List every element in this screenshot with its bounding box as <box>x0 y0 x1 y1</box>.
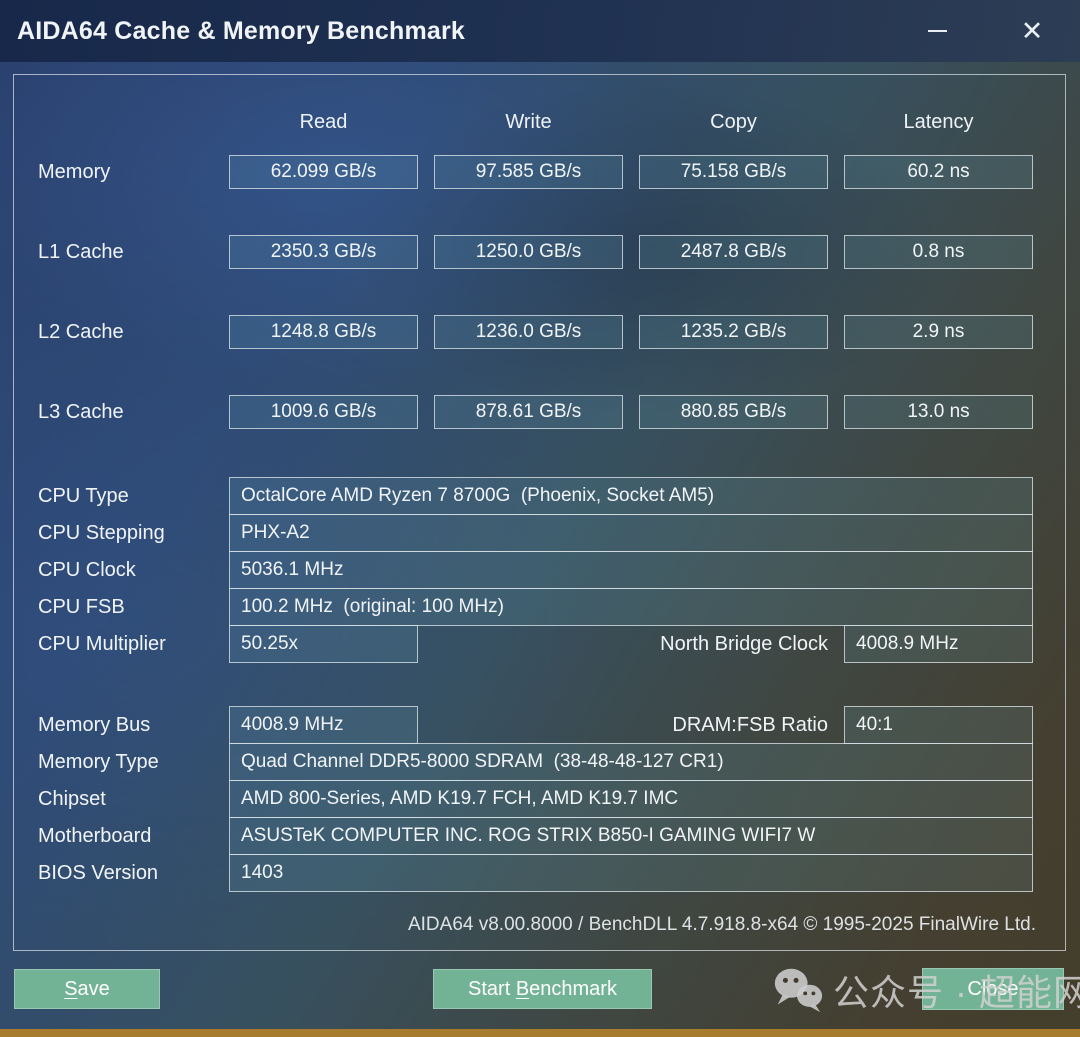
cpu-fsb-field: 100.2 MHz (original: 100 MHz) <box>229 588 1033 626</box>
close-icon: ✕ <box>1020 15 1044 46</box>
cpu-fsb-value: 100.2 MHz (original: 100 MHz) <box>241 596 504 617</box>
north-bridge-clock-field: 4008.9 MHz <box>844 625 1033 663</box>
memory-write-box: 97.585 GB/s <box>434 155 623 189</box>
cpu-multiplier-value: 50.25x <box>241 633 299 654</box>
l2-read-box: 1248.8 GB/s <box>229 315 418 349</box>
l2-latency-value: 2.9 ns <box>912 321 965 342</box>
dram-fsb-ratio-value: 40:1 <box>856 714 893 735</box>
memory-type-label: Memory Type <box>38 750 159 773</box>
l1-read-box: 2350.3 GB/s <box>229 235 418 269</box>
memory-write-value: 97.585 GB/s <box>475 161 582 182</box>
cpu-type-label: CPU Type <box>38 484 129 507</box>
row-label-l3-cache: L3 Cache <box>38 400 124 423</box>
content-frame <box>13 74 1066 951</box>
cpu-stepping-field: PHX-A2 <box>229 514 1033 552</box>
memory-copy-box: 75.158 GB/s <box>639 155 828 189</box>
bios-version-value: 1403 <box>241 862 284 883</box>
l1-latency-box: 0.8 ns <box>844 235 1033 269</box>
cpu-type-value: OctalCore AMD Ryzen 7 8700G (Phoenix, So… <box>241 485 715 506</box>
l1-copy-value: 2487.8 GB/s <box>680 241 787 262</box>
cpu-clock-label: CPU Clock <box>38 558 136 581</box>
minimize-button[interactable] <box>915 0 959 62</box>
memory-type-field: Quad Channel DDR5-8000 SDRAM (38-48-48-1… <box>229 743 1033 781</box>
l1-write-value: 1250.0 GB/s <box>475 241 582 262</box>
memory-latency-box: 60.2 ns <box>844 155 1033 189</box>
dram-fsb-ratio-field: 40:1 <box>844 706 1033 744</box>
column-header-latency: Latency <box>903 110 974 133</box>
l2-read-value: 1248.8 GB/s <box>270 321 377 342</box>
l1-write-box: 1250.0 GB/s <box>434 235 623 269</box>
memory-bus-field: 4008.9 MHz <box>229 706 418 744</box>
column-header-write: Write <box>505 110 552 133</box>
chipset-field: AMD 800-Series, AMD K19.7 FCH, AMD K19.7… <box>229 780 1033 818</box>
cpu-multiplier-field: 50.25x <box>229 625 418 663</box>
l2-write-value: 1236.0 GB/s <box>475 321 582 342</box>
memory-type-value: Quad Channel DDR5-8000 SDRAM (38-48-48-1… <box>241 751 724 772</box>
memory-read-value: 62.099 GB/s <box>270 161 377 182</box>
close-button[interactable]: Close <box>922 968 1064 1010</box>
bios-version-label: BIOS Version <box>38 861 159 884</box>
memory-read-box: 62.099 GB/s <box>229 155 418 189</box>
l3-read-box: 1009.6 GB/s <box>229 395 418 429</box>
l1-read-value: 2350.3 GB/s <box>270 241 377 262</box>
version-copyright-text: AIDA64 v8.00.8000 / BenchDLL 4.7.918.8-x… <box>407 914 1036 935</box>
motherboard-value: ASUSTeK COMPUTER INC. ROG STRIX B850-I G… <box>241 825 816 846</box>
memory-bus-label: Memory Bus <box>38 713 151 736</box>
motherboard-label: Motherboard <box>38 824 152 847</box>
wechat-icon <box>774 968 823 1013</box>
l2-copy-box: 1235.2 GB/s <box>639 315 828 349</box>
bios-version-field: 1403 <box>229 854 1033 892</box>
cpu-type-field: OctalCore AMD Ryzen 7 8700G (Phoenix, So… <box>229 477 1033 515</box>
chipset-label: Chipset <box>38 787 106 810</box>
window-close-button[interactable]: ✕ <box>1010 0 1054 62</box>
cpu-clock-value: 5036.1 MHz <box>241 559 344 580</box>
cpu-clock-field: 5036.1 MHz <box>229 551 1033 589</box>
memory-copy-value: 75.158 GB/s <box>680 161 787 182</box>
l3-copy-box: 880.85 GB/s <box>639 395 828 429</box>
bottom-strip <box>0 1029 1080 1037</box>
l3-read-value: 1009.6 GB/s <box>270 401 377 422</box>
north-bridge-clock-label: North Bridge Clock <box>660 632 828 655</box>
l3-copy-value: 880.85 GB/s <box>680 401 787 422</box>
cpu-multiplier-label: CPU Multiplier <box>38 632 166 655</box>
l1-latency-value: 0.8 ns <box>912 241 965 262</box>
l3-write-value: 878.61 GB/s <box>475 401 582 422</box>
window-title: AIDA64 Cache & Memory Benchmark <box>17 16 466 45</box>
l2-copy-value: 1235.2 GB/s <box>680 321 787 342</box>
column-header-read: Read <box>299 110 348 133</box>
l3-write-box: 878.61 GB/s <box>434 395 623 429</box>
titlebar: AIDA64 Cache & Memory Benchmark <box>0 0 1080 62</box>
l3-latency-box: 13.0 ns <box>844 395 1033 429</box>
row-label-l1-cache: L1 Cache <box>38 240 124 263</box>
row-label-memory: Memory <box>38 160 111 183</box>
chipset-value: AMD 800-Series, AMD K19.7 FCH, AMD K19.7… <box>241 788 679 809</box>
dram-fsb-ratio-label: DRAM:FSB Ratio <box>672 713 828 736</box>
l1-copy-box: 2487.8 GB/s <box>639 235 828 269</box>
l2-latency-box: 2.9 ns <box>844 315 1033 349</box>
row-label-l2-cache: L2 Cache <box>38 320 124 343</box>
motherboard-field: ASUSTeK COMPUTER INC. ROG STRIX B850-I G… <box>229 817 1033 855</box>
l3-latency-value: 13.0 ns <box>907 401 970 422</box>
memory-latency-value: 60.2 ns <box>907 161 970 182</box>
north-bridge-clock-value: 4008.9 MHz <box>856 633 959 654</box>
cpu-fsb-label: CPU FSB <box>38 595 125 618</box>
l2-write-box: 1236.0 GB/s <box>434 315 623 349</box>
minimize-icon <box>927 30 947 32</box>
cpu-stepping-label: CPU Stepping <box>38 521 165 544</box>
cpu-stepping-value: PHX-A2 <box>241 522 310 543</box>
column-header-copy: Copy <box>710 110 757 133</box>
memory-bus-value: 4008.9 MHz <box>241 714 344 735</box>
